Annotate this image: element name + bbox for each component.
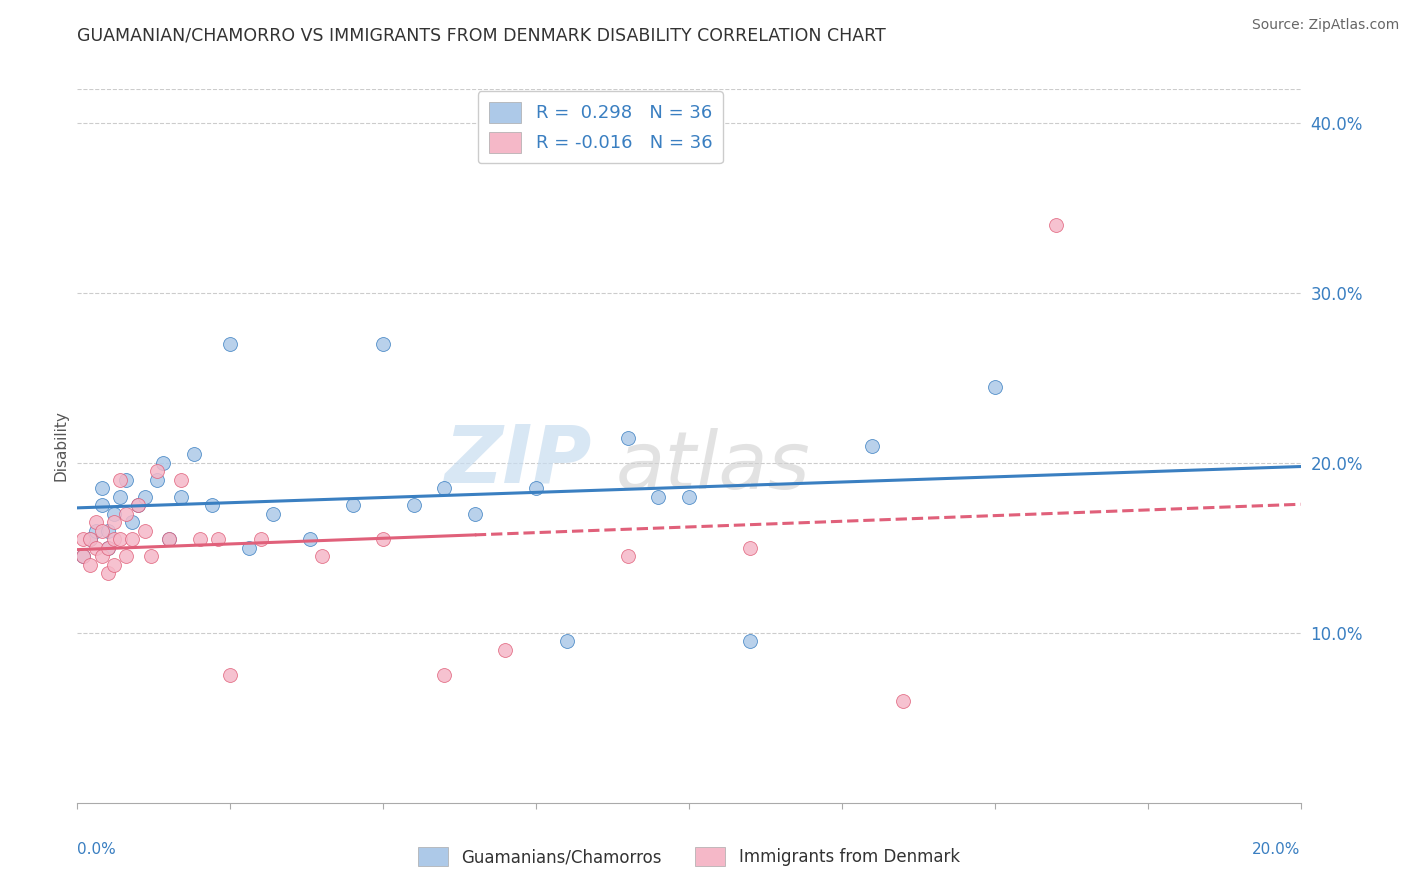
Point [524, 482, 547, 496]
Point [433, 668, 456, 682]
Point [678, 490, 700, 504]
Text: 0.0%: 0.0% [77, 842, 117, 856]
Point [464, 507, 486, 521]
Point [1045, 218, 1067, 232]
Point [647, 490, 669, 504]
Point [157, 533, 180, 547]
Point [72, 533, 94, 547]
Point [97, 566, 120, 581]
Point [170, 490, 193, 504]
Point [402, 499, 425, 513]
Point [121, 533, 143, 547]
Point [97, 524, 120, 538]
Point [90, 524, 112, 538]
Point [183, 448, 205, 462]
Point [250, 533, 273, 547]
Y-axis label: Disability: Disability [53, 410, 69, 482]
Point [311, 549, 333, 564]
Point [262, 507, 284, 521]
Point [238, 541, 260, 555]
Point [188, 533, 211, 547]
Point [103, 507, 125, 521]
Text: ZIP: ZIP [444, 421, 591, 500]
Point [152, 456, 174, 470]
Point [103, 558, 125, 572]
Point [617, 549, 640, 564]
Point [298, 533, 321, 547]
Point [371, 533, 394, 547]
Text: 20.0%: 20.0% [1253, 842, 1301, 856]
Point [984, 379, 1007, 393]
Point [157, 533, 180, 547]
Point [862, 439, 884, 453]
Point [108, 533, 131, 547]
Point [219, 668, 242, 682]
Point [495, 643, 517, 657]
Point [90, 499, 112, 513]
Point [207, 533, 229, 547]
Point [108, 473, 131, 487]
Point [103, 533, 125, 547]
Point [740, 541, 762, 555]
Point [72, 549, 94, 564]
Point [219, 337, 242, 351]
Point [146, 465, 169, 479]
Point [115, 473, 138, 487]
Point [115, 507, 138, 521]
Point [90, 482, 112, 496]
Point [97, 541, 120, 555]
Text: atlas: atlas [616, 428, 810, 507]
Point [72, 549, 94, 564]
Point [617, 430, 640, 444]
Point [134, 524, 156, 538]
Point [115, 549, 138, 564]
Point [79, 558, 101, 572]
Point [139, 549, 162, 564]
Point [127, 499, 149, 513]
Point [555, 634, 578, 648]
Point [90, 549, 112, 564]
Point [84, 541, 107, 555]
Point [84, 516, 107, 530]
Point [134, 490, 156, 504]
Point [170, 473, 193, 487]
Point [97, 541, 120, 555]
Text: Source: ZipAtlas.com: Source: ZipAtlas.com [1251, 18, 1399, 32]
Point [433, 482, 456, 496]
Point [371, 337, 394, 351]
Point [79, 533, 101, 547]
Point [103, 516, 125, 530]
Point [740, 634, 762, 648]
Point [891, 694, 914, 708]
Point [121, 516, 143, 530]
Point [146, 473, 169, 487]
Point [84, 524, 107, 538]
Point [108, 490, 131, 504]
Point [127, 499, 149, 513]
Legend: Guamanians/Chamorros, Immigrants from Denmark: Guamanians/Chamorros, Immigrants from De… [412, 840, 966, 873]
Point [79, 533, 101, 547]
Text: GUAMANIAN/CHAMORRO VS IMMIGRANTS FROM DENMARK DISABILITY CORRELATION CHART: GUAMANIAN/CHAMORRO VS IMMIGRANTS FROM DE… [77, 27, 886, 45]
Point [342, 499, 364, 513]
Point [201, 499, 224, 513]
